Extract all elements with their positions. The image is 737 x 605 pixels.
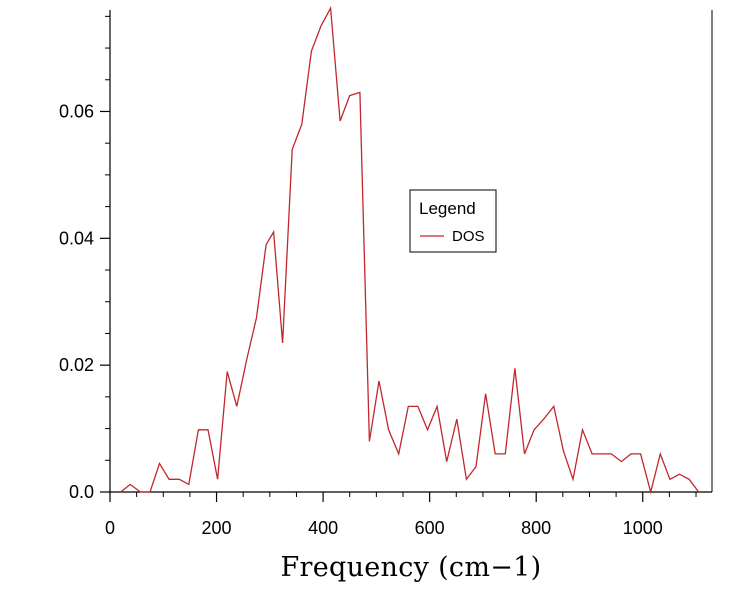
x-tick-label: 200 xyxy=(202,518,232,538)
y-tick-label: 0.06 xyxy=(59,101,94,121)
y-tick-label: 0.0 xyxy=(69,482,94,502)
x-tick-label: 800 xyxy=(521,518,551,538)
x-tick-label: 1000 xyxy=(623,518,663,538)
tick-marks xyxy=(100,15,697,502)
x-axis-title: Frequency (cm−1) xyxy=(280,552,541,583)
y-tick-label: 0.02 xyxy=(59,355,94,375)
series-lines xyxy=(120,5,700,495)
legend-title: Legend xyxy=(419,199,476,218)
series-line-dos xyxy=(120,5,700,495)
legend-entry-label: DOS xyxy=(452,228,485,245)
legend-entries: DOS xyxy=(420,228,485,245)
axes xyxy=(109,10,713,493)
legend-box xyxy=(409,189,497,253)
x-tick-label: 400 xyxy=(308,518,338,538)
x-tick-label: 600 xyxy=(415,518,445,538)
y-tick-label: 0.04 xyxy=(59,228,94,248)
legend: Legend DOS xyxy=(409,189,497,253)
tick-labels: 0 200 400 600 800 1000 0.0 0.02 0.04 0.06 xyxy=(59,101,663,538)
x-tick-label: 0 xyxy=(105,518,115,538)
